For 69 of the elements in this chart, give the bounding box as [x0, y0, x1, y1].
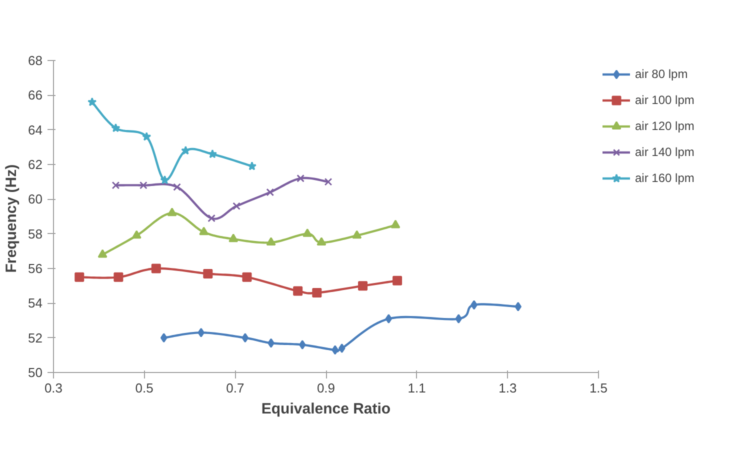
point: [242, 272, 252, 282]
point: [98, 249, 108, 258]
x-tick-label: 0.7: [226, 380, 244, 396]
point: [112, 181, 120, 190]
x-axis-title: Equivalence Ratio: [261, 400, 391, 418]
point: [198, 328, 205, 338]
x-tick-label: 0.5: [135, 380, 154, 396]
point: [332, 345, 338, 355]
point: [316, 237, 326, 246]
y-tick-label: 56: [28, 261, 43, 276]
point: [385, 314, 392, 324]
point: [199, 226, 209, 236]
point: [247, 161, 257, 170]
point: [139, 181, 148, 190]
point: [160, 333, 168, 343]
y-axis-title: Frequency (Hz): [3, 164, 20, 273]
point: [167, 208, 177, 216]
point: [302, 228, 312, 237]
legend-label: air 120 lpm: [635, 119, 694, 133]
point: [151, 264, 161, 274]
x-tick-label: 0.3: [44, 380, 63, 396]
legend-label: air 80 lpm: [635, 67, 688, 81]
legend-label: air 100 lpm: [635, 93, 694, 107]
point: [470, 300, 478, 310]
point: [208, 149, 218, 158]
y-tick-label: 58: [28, 226, 43, 242]
point: [74, 272, 84, 282]
y-tick-label: 54: [28, 296, 43, 311]
point: [114, 272, 124, 282]
y-tick-label: 62: [28, 157, 43, 172]
y-tick-label: 68: [28, 53, 43, 68]
point: [208, 214, 216, 222]
point: [228, 234, 238, 242]
point: [142, 132, 152, 141]
point: [324, 178, 332, 186]
x-tick-label: 0.9: [316, 380, 336, 396]
point: [181, 146, 190, 155]
y-tick-label: 52: [28, 330, 43, 346]
y-tick-label: 60: [28, 192, 43, 207]
point: [111, 123, 120, 132]
point: [298, 340, 306, 350]
point: [312, 288, 322, 298]
point: [455, 314, 462, 324]
point: [88, 97, 97, 106]
point: [352, 230, 362, 239]
point: [203, 268, 213, 278]
x-tick-label: 1.5: [589, 380, 608, 396]
point: [232, 202, 240, 210]
point: [390, 220, 400, 228]
legend-label: air 160 lpm: [635, 171, 694, 185]
y-tick-label: 64: [28, 122, 43, 138]
point: [173, 183, 181, 191]
point: [268, 338, 274, 348]
point: [266, 188, 274, 196]
y-tick-label: 66: [28, 88, 43, 103]
point: [358, 281, 368, 291]
point: [242, 333, 249, 343]
point: [514, 302, 522, 312]
y-tick-label: 50: [28, 365, 43, 380]
point: [293, 286, 303, 296]
point: [296, 174, 304, 182]
point: [338, 343, 346, 353]
point: [132, 230, 142, 239]
point: [392, 276, 402, 286]
legend-label: air 140 lpm: [635, 145, 694, 159]
point: [160, 175, 170, 184]
x-tick-label: 1.1: [408, 380, 426, 396]
point: [266, 237, 276, 246]
x-tick-label: 1.3: [498, 380, 517, 396]
